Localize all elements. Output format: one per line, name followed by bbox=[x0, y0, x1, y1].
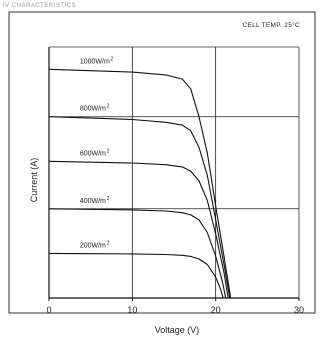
figure-header: IV CHARACTERISTICS bbox=[3, 3, 76, 9]
x-axis-label: Voltage (V) bbox=[155, 325, 200, 335]
y-axis-label: Current (A) bbox=[29, 158, 39, 203]
x-tick-label: 30 bbox=[294, 305, 304, 315]
grid-layer bbox=[48, 46, 300, 299]
series-label-exponent: 2 bbox=[107, 148, 110, 154]
series-line bbox=[48, 160, 229, 299]
series-label: 800W/m bbox=[80, 106, 106, 113]
x-tick-label: 10 bbox=[127, 305, 137, 315]
series-line bbox=[48, 68, 232, 299]
x-tick-label: 0 bbox=[46, 305, 51, 315]
series-line bbox=[48, 116, 231, 299]
series-label-exponent: 2 bbox=[110, 56, 113, 62]
x-tick-label: 20 bbox=[211, 305, 221, 315]
series-line bbox=[48, 252, 224, 299]
series-label-exponent: 2 bbox=[107, 240, 110, 246]
series-layer bbox=[48, 68, 232, 299]
series-line bbox=[48, 208, 227, 299]
series-label: 200W/m bbox=[80, 242, 106, 249]
series-label-exponent: 2 bbox=[107, 104, 110, 110]
chart-frame bbox=[8, 11, 316, 314]
series-label-exponent: 2 bbox=[107, 196, 110, 202]
cell-temp-annotation: CELL TEMP. 25°C bbox=[242, 21, 300, 29]
series-label: 600W/m bbox=[80, 150, 106, 157]
series-label: 1000W/m bbox=[80, 58, 110, 65]
series-label: 400W/m bbox=[80, 198, 106, 205]
x-tick-layer: 0 10 20 30 bbox=[46, 298, 304, 315]
